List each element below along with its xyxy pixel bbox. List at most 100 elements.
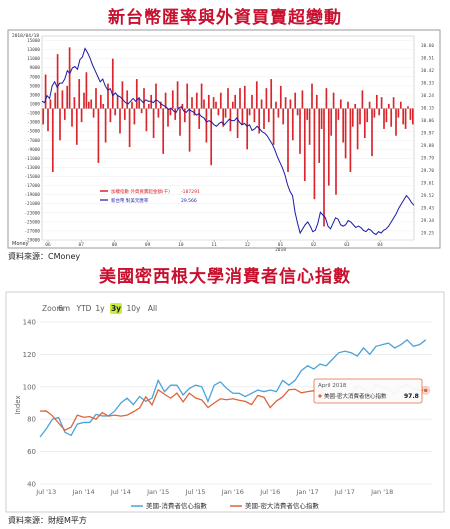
net-buy-bar (107, 83, 109, 109)
net-buy-bar (368, 101, 371, 109)
net-buy-bar (126, 90, 129, 109)
net-buy-bar (330, 108, 333, 136)
net-buy-bar (114, 108, 117, 116)
x-axis-tick-label: 09 (145, 242, 151, 248)
net-buy-bar (354, 104, 357, 109)
x-axis-tick-label: Jan '16 (221, 488, 244, 496)
zoom-button-10y: 10y (127, 304, 142, 313)
net-buy-bar (342, 108, 345, 143)
right-axis-tick-label: 29.88 (421, 143, 434, 149)
net-buy-bar (315, 94, 318, 109)
net-buy-bar (205, 108, 208, 143)
net-buy-bar (251, 94, 253, 109)
net-buy-bar (135, 79, 138, 109)
net-buy-bar (44, 74, 47, 109)
right-axis-tick-label: 30.24 (421, 93, 434, 99)
net-buy-bar (344, 108, 347, 159)
net-buy-bar (99, 94, 102, 109)
net-buy-bar (284, 97, 287, 109)
right-axis-tick-label: 29.97 (421, 131, 434, 137)
net-buy-bar (380, 97, 383, 109)
net-buy-bar (227, 88, 229, 109)
net-buy-bar (80, 108, 83, 123)
right-axis-tick-label: 29.43 (421, 206, 434, 212)
net-buy-bar (155, 83, 157, 109)
net-buy-bar (56, 54, 59, 109)
tooltip-series: 美國-密大消費者信心指數 (324, 392, 387, 400)
tooltip-box (313, 378, 423, 404)
left-axis-tick-label: -23000 (24, 210, 40, 216)
left-axis-tick-label: -11000 (24, 156, 40, 162)
x-axis-tick-label: 01 (278, 242, 284, 248)
net-buy-bar (78, 79, 81, 109)
net-buy-bar (351, 108, 354, 127)
chart1-plot-area (41, 35, 415, 241)
hover-marker-point (423, 387, 429, 393)
net-buy-bar (246, 108, 249, 150)
net-buy-bar (104, 108, 107, 143)
net-buy-bar (102, 104, 105, 109)
chart1-bottom-label: Money (12, 241, 29, 247)
zoom-button-1y: 1y (95, 304, 105, 313)
top-chart-title: 新台幣匯率與外資買賣超變動 (108, 8, 342, 28)
bottom-source-note: 資料來源：財經M平方 (8, 516, 87, 525)
right-axis-tick-label: 30.15 (421, 106, 434, 112)
net-buy-bar (174, 108, 177, 120)
zoom-button-active-bg (110, 303, 122, 314)
net-buy-bar (167, 108, 169, 127)
chart2-frame (5, 291, 445, 513)
net-buy-bar (63, 108, 66, 120)
x-axis-tick-label: 12 (245, 242, 251, 248)
net-buy-bar (157, 108, 160, 118)
net-buy-bar (131, 101, 133, 109)
x-axis-tick-label: 08 (112, 242, 118, 248)
zoom-label: Zoom (42, 304, 64, 313)
twd-exchange-rate-line (41, 47, 415, 236)
net-buy-bar (219, 92, 222, 109)
net-buy-bar (239, 88, 241, 109)
left-axis-tick-label: -5000 (27, 129, 40, 135)
net-buy-bar (270, 79, 273, 109)
net-buy-bar (181, 104, 184, 109)
net-buy-bar (311, 83, 313, 109)
right-axis-tick-label: 29.52 (421, 193, 434, 199)
net-buy-bar (188, 108, 191, 152)
net-buy-bar (164, 92, 167, 109)
net-buy-bar (92, 108, 95, 118)
net-buy-bar (291, 108, 294, 141)
net-buy-bar (95, 88, 97, 109)
net-buy-bar (85, 72, 88, 109)
right-axis-tick-label: 30.06 (421, 118, 434, 124)
left-axis-tick-label: 11000 (27, 56, 40, 62)
net-buy-bar (59, 108, 61, 141)
x-axis-tick-label: Jul '13 (35, 488, 56, 496)
net-buy-bar (176, 81, 179, 109)
net-buy-bar (339, 99, 342, 109)
net-buy-bar (61, 90, 64, 109)
net-buy-bar (267, 108, 270, 123)
net-buy-bar (215, 101, 217, 109)
x-axis-tick-label: Jan '17 (295, 488, 318, 496)
left-axis-tick-label: 15000 (27, 38, 40, 44)
net-buy-bar (159, 101, 162, 109)
net-buy-bar (255, 81, 258, 109)
y-axis-label: Index (14, 395, 22, 414)
left-axis-tick-label: 5000 (30, 83, 41, 89)
net-buy-bar (241, 108, 244, 125)
x-axis-tick-label: 03 (344, 242, 350, 248)
net-buy-bar (277, 108, 280, 118)
net-buy-bar (87, 101, 90, 109)
left-axis-tick-label: 3000 (30, 92, 41, 98)
net-buy-bar (371, 108, 373, 157)
hover-marker-halo (421, 385, 431, 395)
top-source-note: 資料來源：CMoney (8, 252, 81, 261)
net-buy-bar (111, 58, 114, 109)
net-buy-bar (275, 101, 277, 109)
left-axis-tick-label: -13000 (24, 165, 40, 171)
net-buy-bar (392, 97, 395, 109)
left-axis-tick-label: -15000 (24, 174, 40, 180)
net-buy-bar (359, 108, 361, 125)
zoom-button-ytd: YTD (76, 304, 92, 313)
left-axis-tick-label: 7000 (30, 74, 41, 80)
net-buy-bar (68, 47, 71, 109)
